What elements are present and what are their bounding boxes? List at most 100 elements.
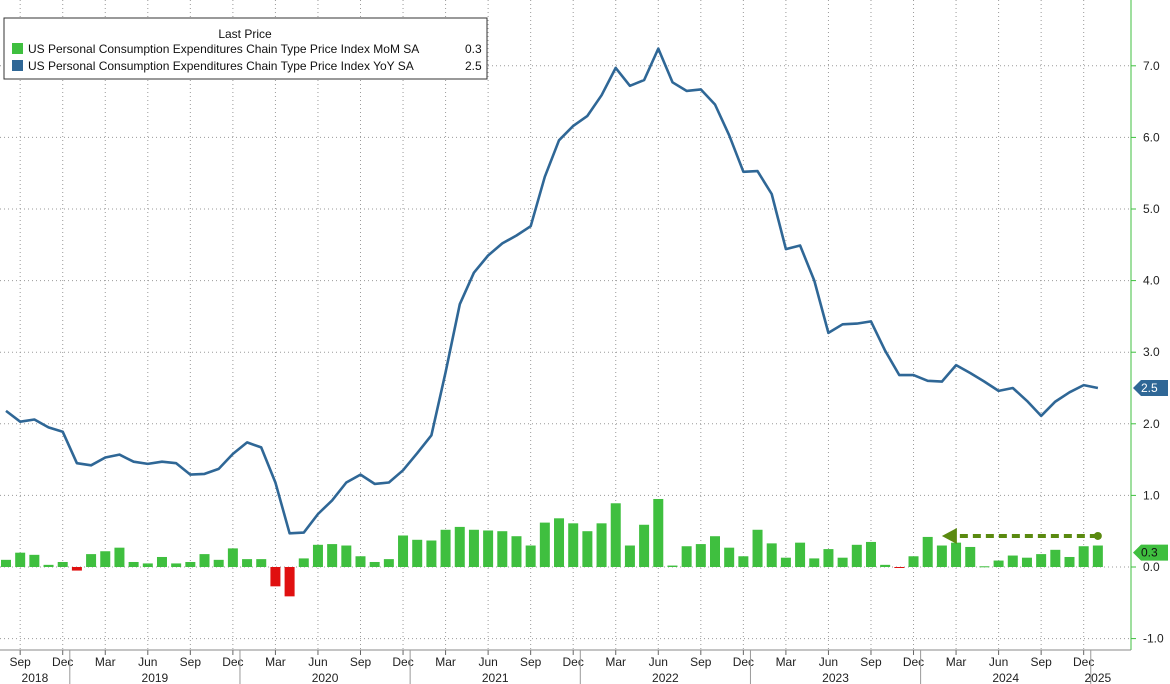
- x-month-label: Mar: [776, 655, 797, 669]
- mom-bars: [1, 498, 1103, 597]
- x-month-label: Sep: [350, 655, 372, 669]
- mom-bar: [440, 529, 451, 567]
- mom-bar: [922, 536, 933, 567]
- mom-bar: [29, 554, 40, 567]
- y-tick-label: 5.0: [1143, 202, 1160, 216]
- mom-bar: [398, 535, 409, 567]
- mom-bar: [270, 567, 281, 587]
- x-year-label: 2020: [312, 671, 339, 684]
- legend: Last Price US Personal Consumption Expen…: [3, 17, 488, 80]
- mom-bar: [795, 542, 806, 567]
- badge-label: 0.3: [1141, 546, 1158, 560]
- x-month-label: Jun: [989, 655, 1008, 669]
- legend-swatch-yoy: [12, 60, 23, 71]
- arrow-tail-dot: [1093, 531, 1102, 540]
- mom-bar: [369, 561, 380, 567]
- y-tick-label: 1.0: [1143, 488, 1160, 502]
- mom-bar: [738, 556, 749, 567]
- x-month-label: Mar: [946, 655, 967, 669]
- arrow-head: [941, 527, 957, 544]
- x-month-label: Sep: [10, 655, 32, 669]
- mom-bar: [227, 548, 238, 567]
- mom-bar: [951, 542, 962, 567]
- mom-bar: [454, 526, 465, 567]
- mom-bar: [610, 503, 621, 567]
- y-tick-label: 2.0: [1143, 417, 1160, 431]
- mom-bar: [993, 560, 1004, 567]
- x-month-label: Sep: [690, 655, 712, 669]
- mom-bar: [242, 559, 253, 567]
- x-year-label: 2024: [992, 671, 1019, 684]
- mom-bar: [667, 565, 678, 567]
- mom-bar: [468, 529, 479, 567]
- mom-bar: [412, 539, 423, 567]
- legend-value-yoy: 2.5: [465, 59, 482, 73]
- mom-bar: [383, 559, 394, 567]
- mom-bar: [582, 531, 593, 567]
- badge-label: 2.5: [1141, 381, 1158, 395]
- x-year-label: 2018: [22, 671, 49, 684]
- mom-bar: [511, 536, 522, 567]
- mom-bar: [15, 552, 26, 567]
- mom-bar: [539, 522, 550, 567]
- legend-value-mom: 0.3: [465, 42, 482, 56]
- mom-bar: [43, 564, 54, 567]
- mom-bar: [156, 556, 167, 567]
- mom-bar: [71, 567, 82, 571]
- mom-bar: [100, 551, 111, 567]
- y-tick-label: 4.0: [1143, 274, 1160, 288]
- x-month-label: Jun: [649, 655, 668, 669]
- mom-bar: [483, 530, 494, 567]
- mom-bar: [780, 557, 791, 567]
- mom-bar: [1007, 555, 1018, 567]
- x-month-label: Dec: [563, 655, 584, 669]
- mom-bar: [837, 557, 848, 567]
- mom-bar: [554, 518, 565, 567]
- mom-bar: [1036, 554, 1047, 567]
- mom-bar: [86, 554, 97, 567]
- mom-bar: [426, 540, 437, 567]
- y-tick-label: 6.0: [1143, 130, 1160, 144]
- x-year-label: 2021: [482, 671, 509, 684]
- mom-bar: [681, 546, 692, 567]
- x-year-label: 2023: [822, 671, 849, 684]
- mom-bar: [809, 558, 820, 567]
- yoy-line-series: [5, 47, 1099, 535]
- mom-bar: [880, 564, 891, 567]
- mom-bar: [936, 545, 947, 567]
- mom-bar: [57, 561, 68, 567]
- mom-bar: [327, 544, 338, 567]
- y-tick-label: 7.0: [1143, 59, 1160, 73]
- mom-bar: [1021, 557, 1032, 567]
- legend-label-mom: US Personal Consumption Expenditures Cha…: [28, 42, 419, 56]
- mom-bar: [284, 567, 295, 597]
- mom-bar: [114, 547, 125, 567]
- mom-bar: [298, 558, 309, 567]
- mom-bar: [199, 554, 210, 567]
- mom-bar: [525, 545, 536, 567]
- x-month-label: Dec: [392, 655, 413, 669]
- x-month-label: Sep: [180, 655, 202, 669]
- mom-bar: [766, 543, 777, 567]
- y-axis: 7.0 6.0 5.0 4.0 3.0 2.0 1.0 0.0 -1.0 2.5 0.3: [1130, 0, 1168, 650]
- mom-bar: [894, 567, 905, 568]
- x-month-label: Mar: [95, 655, 116, 669]
- mom-bar: [128, 561, 139, 567]
- yoy-last-value-badge: 2.5: [1133, 380, 1168, 396]
- badge-shape: [1133, 544, 1168, 561]
- x-month-label: Jun: [138, 655, 157, 669]
- mom-bar: [752, 529, 763, 567]
- legend-label-yoy: US Personal Consumption Expenditures Cha…: [28, 59, 414, 73]
- x-axis: Sep Dec Mar Jun Sep Dec Mar Jun Sep Dec Mar Jun Sep D…: [0, 649, 1131, 684]
- mom-bar: [256, 559, 267, 567]
- x-month-label: Jun: [478, 655, 497, 669]
- mom-bar: [979, 566, 990, 568]
- x-month-label: Jun: [819, 655, 838, 669]
- legend-title: Last Price: [218, 27, 272, 41]
- y-tick-label: 3.0: [1143, 345, 1160, 359]
- mom-bar: [823, 549, 834, 567]
- mom-bar: [185, 561, 196, 567]
- x-month-label: Mar: [265, 655, 286, 669]
- x-month-label: Sep: [860, 655, 882, 669]
